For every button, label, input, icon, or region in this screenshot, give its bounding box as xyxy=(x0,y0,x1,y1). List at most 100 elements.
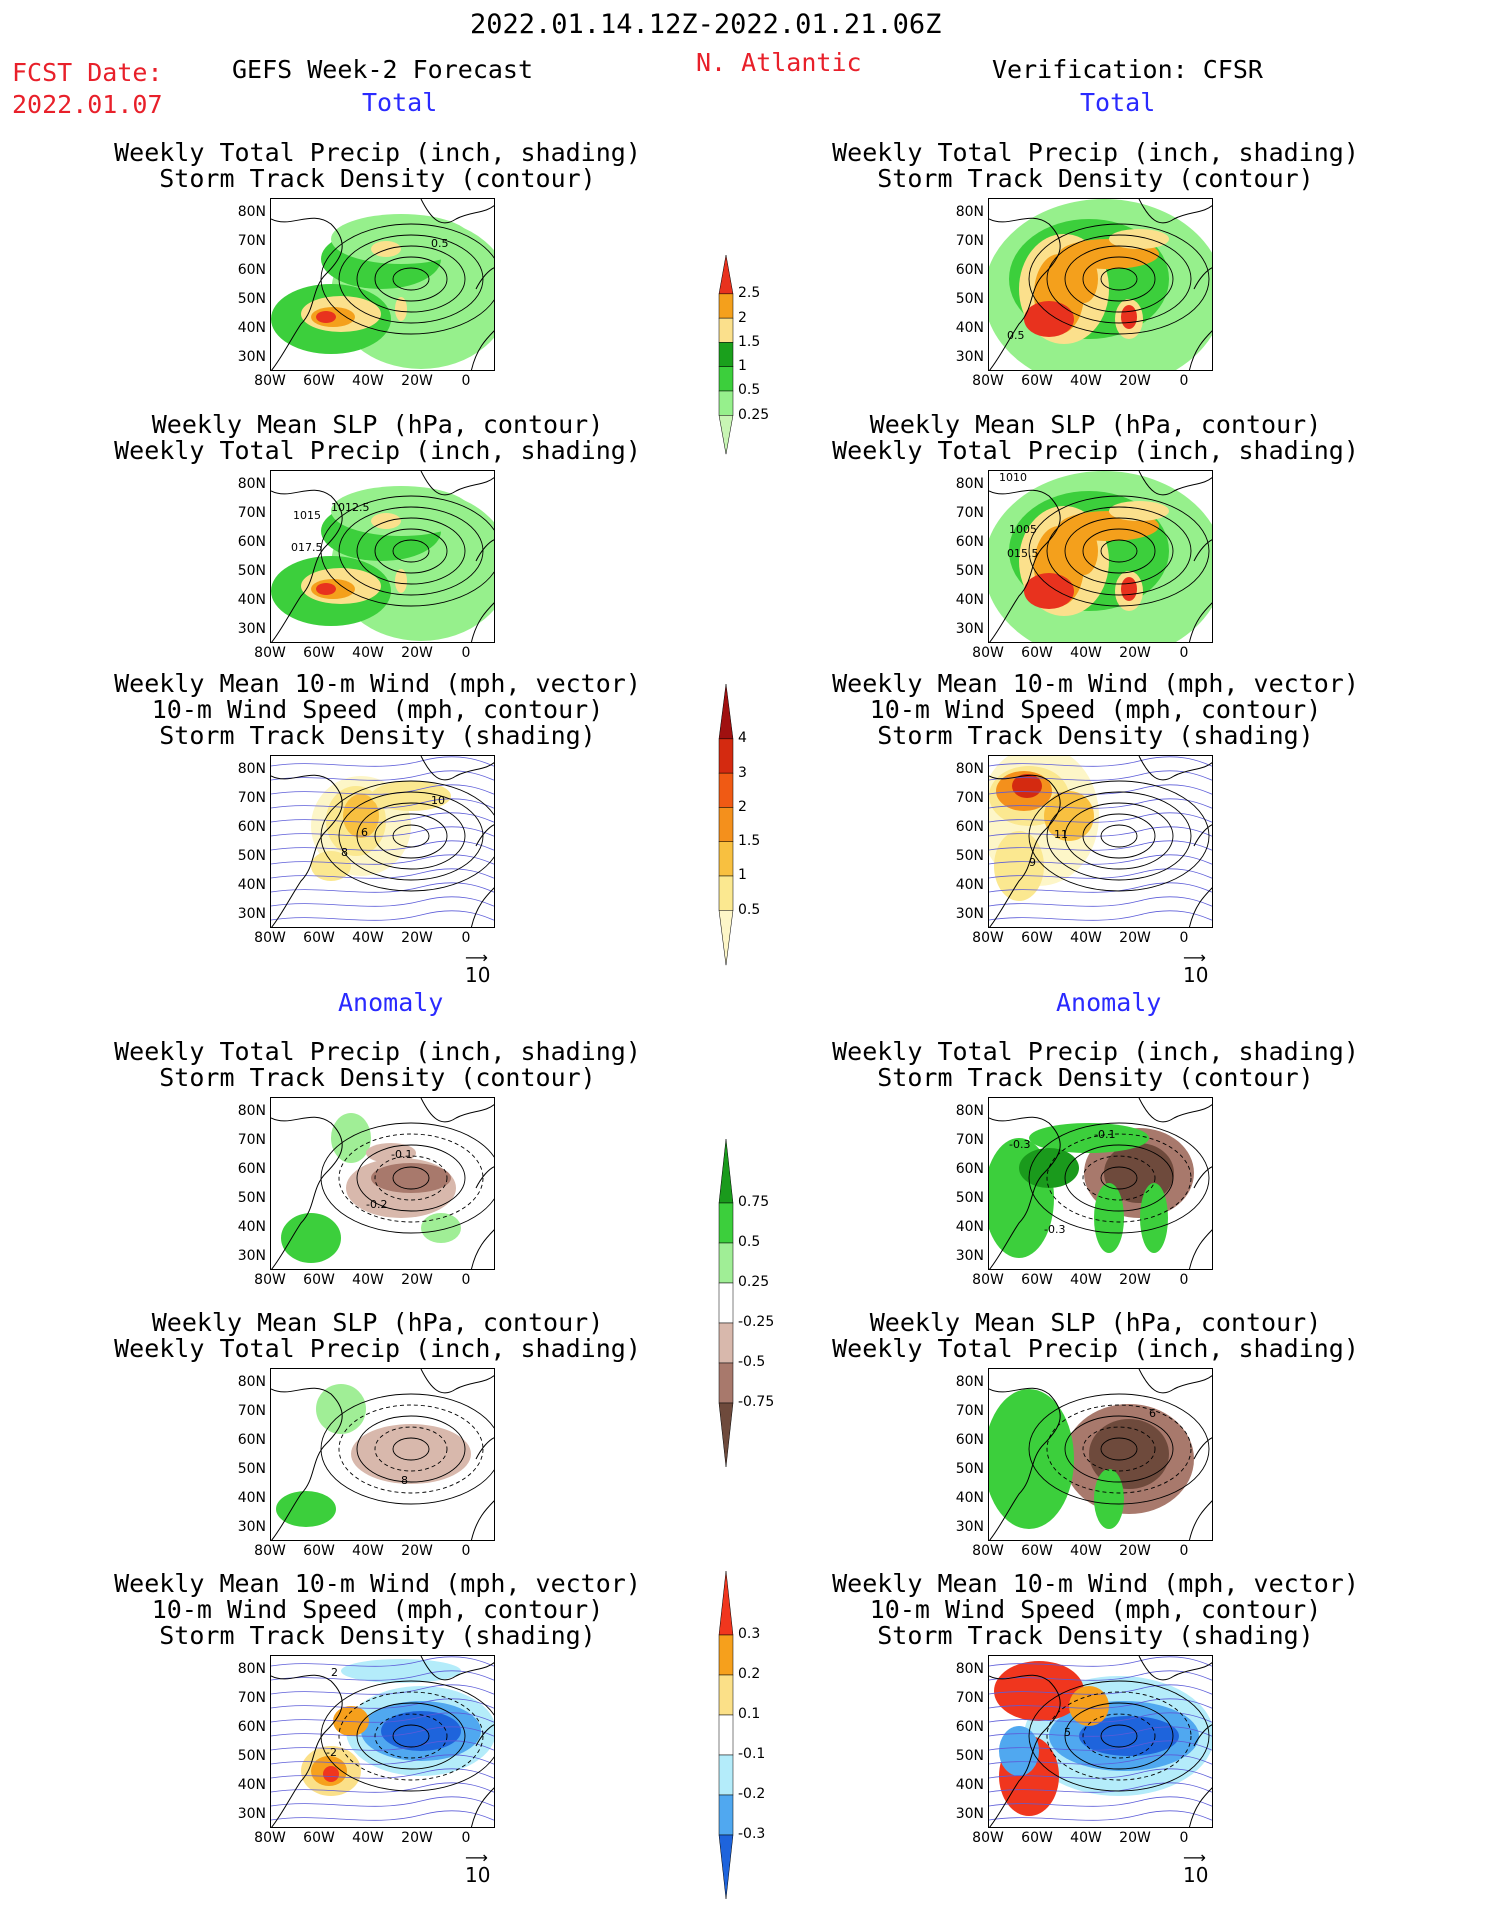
map-canvas: 1012.5 1015 017.5 xyxy=(271,471,494,642)
coastline xyxy=(271,471,494,642)
contour-label: -0.1 xyxy=(391,1148,412,1161)
lat-tick-label: 60N xyxy=(237,1161,266,1177)
panel-title-line: 10-m Wind Speed (mph, contour) xyxy=(151,1595,604,1624)
contour-line xyxy=(356,517,466,585)
contour-label: -0.3 xyxy=(1009,1138,1030,1151)
panel-title-line: Storm Track Density (contour) xyxy=(159,1063,596,1092)
contour-line xyxy=(1064,245,1174,313)
wind-streamline xyxy=(271,826,494,837)
lat-tick-label: 80N xyxy=(237,204,266,220)
contour-line xyxy=(1046,234,1192,324)
lon-tick-label: 40W xyxy=(1070,373,1102,389)
lat-tick-label: 60N xyxy=(237,1432,266,1448)
lon-tick-label: 0 xyxy=(1179,930,1189,946)
panel-title-line: Weekly Mean SLP (hPa, contour) xyxy=(151,1308,604,1337)
lon-tick-label: 20W xyxy=(1119,1830,1151,1846)
lat-tick-label: 80N xyxy=(955,1374,984,1390)
lon-tick-label: 60W xyxy=(1021,645,1053,661)
colorbar-swatch xyxy=(718,366,734,392)
contour-line xyxy=(1028,1122,1210,1234)
lat-tick-label: 40N xyxy=(955,320,984,336)
shading-region xyxy=(421,1213,461,1243)
colorbar-swatch xyxy=(718,1362,734,1404)
map-canvas: 0.5 xyxy=(989,199,1212,370)
contour-line xyxy=(1046,1404,1192,1494)
lon-tick-label: 40W xyxy=(352,373,384,389)
contour-label: -2 xyxy=(326,1746,337,1759)
colorbar-label: 0.5 xyxy=(738,901,761,918)
contour-label: -0.3 xyxy=(1044,1223,1065,1236)
map-panel-cfsr-total_slp: 1010 1005 015.5 xyxy=(988,470,1213,643)
lat-tick-label: 70N xyxy=(237,505,266,521)
contour-line xyxy=(320,495,494,607)
shading-region xyxy=(395,569,407,593)
coastline xyxy=(271,1098,494,1269)
lon-tick-label: 20W xyxy=(1119,373,1151,389)
lon-tick-label: 80W xyxy=(254,930,286,946)
colorbar-swatch xyxy=(718,415,734,455)
lat-tick-label: 50N xyxy=(955,563,984,579)
contour-line xyxy=(1100,1437,1138,1461)
lon-tick-label: 20W xyxy=(1119,1543,1151,1559)
colorbar-track-anom xyxy=(718,1570,734,1903)
panel-title-line: Weekly Total Precip (inch, shading) xyxy=(832,1037,1359,1066)
shading-region xyxy=(1024,573,1074,609)
map-canvas: 11 9 xyxy=(989,756,1212,927)
lat-tick-label: 50N xyxy=(237,291,266,307)
lat-tick-label: 70N xyxy=(237,1690,266,1706)
contour-line xyxy=(320,1393,494,1505)
panel-title: Weekly Mean 10-m Wind (mph, vector) 10-m … xyxy=(78,1571,678,1649)
panel-title-line: Weekly Total Precip (inch, shading) xyxy=(832,1334,1359,1363)
lon-tick-label: 0 xyxy=(461,1543,471,1559)
contour-label: 10 xyxy=(431,794,445,807)
colorbar-label: -0.2 xyxy=(738,1786,766,1802)
panel-title-line: Weekly Mean SLP (hPa, contour) xyxy=(869,1308,1322,1337)
contour-line xyxy=(338,506,484,596)
lon-tick-label: 40W xyxy=(352,1830,384,1846)
contour-line xyxy=(374,1713,448,1759)
wind-streamline xyxy=(989,1656,1212,1667)
lon-tick-label: 60W xyxy=(303,373,335,389)
lon-tick-label: 20W xyxy=(401,930,433,946)
wind-streamline xyxy=(271,1684,494,1695)
lon-tick-label: 80W xyxy=(972,373,1004,389)
lat-tick-label: 80N xyxy=(237,476,266,492)
panel-title: Weekly Mean SLP (hPa, contour) Weekly Tot… xyxy=(796,1310,1396,1362)
coastline xyxy=(271,756,494,927)
wind-streamline xyxy=(271,1656,494,1667)
lat-tick-label: 30N xyxy=(237,1248,266,1264)
lon-tick-label: 80W xyxy=(972,1830,1004,1846)
contour-line xyxy=(1100,267,1138,291)
map-canvas: 1010 1005 015.5 xyxy=(989,471,1212,642)
wind-streamline xyxy=(989,910,1212,921)
lon-tick-label: 40W xyxy=(1070,1543,1102,1559)
colorbar-track-total xyxy=(718,684,734,969)
map-panel-cfsr-anom_precip: -0.1 -0.3 -0.3 xyxy=(988,1097,1213,1270)
panel-title-line: Storm Track Density (shading) xyxy=(159,1621,596,1650)
verification-title: Verification: CFSR xyxy=(992,55,1263,84)
panel-title-line: Weekly Mean SLP (hPa, contour) xyxy=(869,410,1322,439)
wind-streamline xyxy=(271,1712,494,1723)
lon-tick-label: 20W xyxy=(401,645,433,661)
wind-streamline xyxy=(271,1782,494,1793)
region-label: N. Atlantic xyxy=(696,48,862,77)
contour-line xyxy=(1028,495,1210,607)
section-total-right: Total xyxy=(1080,88,1156,117)
panel-title: Weekly Total Precip (inch, shading) Storm… xyxy=(78,140,678,192)
wind-streamline xyxy=(989,882,1212,893)
lat-tick-label: 70N xyxy=(955,233,984,249)
section-anomaly-right: Anomaly xyxy=(1056,988,1162,1017)
colorbar-label: 1 xyxy=(738,867,747,884)
colorbar-label: 0.3 xyxy=(738,1626,761,1642)
colorbar-swatch xyxy=(718,1834,734,1900)
contour-line xyxy=(374,256,448,302)
contour-line xyxy=(338,1133,484,1223)
lat-tick-label: 40N xyxy=(237,1490,266,1506)
colorbar-swatch xyxy=(718,1202,734,1244)
shading-region xyxy=(1094,1469,1124,1529)
lat-tick-label: 60N xyxy=(955,1719,984,1735)
section-total-left: Total xyxy=(362,88,438,117)
lat-tick-label: 40N xyxy=(237,1777,266,1793)
lat-tick-label: 70N xyxy=(237,1132,266,1148)
contour-line xyxy=(392,1724,430,1748)
